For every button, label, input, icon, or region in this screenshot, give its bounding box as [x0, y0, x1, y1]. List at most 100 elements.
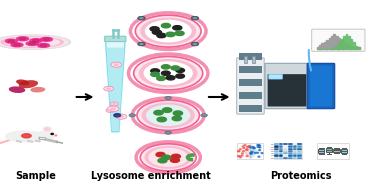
Circle shape — [139, 43, 143, 45]
Text: Sample: Sample — [15, 171, 56, 181]
Circle shape — [119, 115, 124, 118]
Bar — [297, 148, 302, 150]
Circle shape — [248, 146, 250, 147]
Circle shape — [166, 76, 175, 80]
Circle shape — [173, 111, 183, 115]
Bar — [284, 152, 288, 154]
Circle shape — [144, 61, 193, 85]
Circle shape — [107, 106, 119, 112]
Circle shape — [138, 16, 145, 20]
Bar — [348, 36, 350, 49]
Bar — [333, 149, 339, 152]
Circle shape — [161, 71, 170, 75]
Circle shape — [157, 33, 166, 38]
Circle shape — [171, 66, 180, 70]
Circle shape — [157, 117, 166, 122]
Bar — [284, 145, 288, 148]
Circle shape — [158, 158, 167, 163]
Circle shape — [161, 23, 170, 28]
FancyBboxPatch shape — [269, 74, 282, 79]
Bar — [341, 149, 347, 153]
Circle shape — [139, 17, 143, 19]
Bar — [343, 36, 345, 49]
Bar — [333, 47, 335, 49]
Ellipse shape — [19, 38, 26, 40]
Bar — [274, 145, 279, 148]
Circle shape — [165, 131, 172, 134]
Ellipse shape — [0, 35, 70, 49]
Circle shape — [51, 133, 53, 135]
FancyBboxPatch shape — [310, 66, 332, 107]
Ellipse shape — [6, 131, 43, 142]
Bar — [293, 156, 297, 159]
Bar — [279, 154, 284, 156]
Circle shape — [242, 146, 244, 147]
Bar — [316, 143, 349, 159]
Circle shape — [259, 145, 260, 146]
Bar — [341, 40, 342, 49]
Ellipse shape — [9, 86, 25, 93]
Circle shape — [257, 146, 259, 147]
Circle shape — [249, 146, 251, 147]
Bar — [345, 43, 347, 49]
Bar — [293, 152, 297, 154]
Bar — [288, 152, 293, 154]
Ellipse shape — [40, 37, 53, 41]
Ellipse shape — [0, 36, 68, 48]
Ellipse shape — [8, 40, 15, 42]
Circle shape — [110, 102, 118, 106]
Circle shape — [253, 147, 255, 148]
Circle shape — [241, 155, 243, 156]
Circle shape — [239, 149, 241, 150]
Circle shape — [157, 76, 166, 81]
Bar — [297, 145, 302, 148]
Bar — [358, 47, 359, 49]
Bar — [331, 36, 333, 49]
Circle shape — [150, 27, 159, 31]
Polygon shape — [105, 40, 125, 132]
Bar — [288, 143, 293, 145]
Circle shape — [104, 86, 113, 91]
Ellipse shape — [43, 38, 50, 40]
Circle shape — [55, 135, 57, 136]
Ellipse shape — [29, 42, 36, 45]
Bar — [338, 42, 340, 49]
Circle shape — [152, 30, 161, 34]
Ellipse shape — [5, 39, 17, 43]
Circle shape — [201, 114, 208, 117]
Circle shape — [110, 107, 116, 110]
Circle shape — [111, 62, 122, 67]
Bar — [239, 79, 262, 86]
Bar — [293, 148, 297, 150]
Circle shape — [116, 114, 127, 119]
Circle shape — [242, 151, 244, 152]
Circle shape — [112, 103, 116, 105]
Circle shape — [243, 147, 245, 148]
Bar — [288, 148, 293, 150]
FancyBboxPatch shape — [105, 36, 126, 42]
Bar — [348, 45, 350, 49]
Bar — [274, 143, 279, 145]
Bar — [279, 143, 284, 145]
Bar — [297, 143, 302, 145]
Circle shape — [258, 156, 260, 157]
Bar — [338, 38, 340, 49]
Circle shape — [170, 158, 180, 162]
Bar — [324, 42, 326, 49]
Bar — [297, 150, 302, 152]
Bar — [293, 150, 297, 152]
Bar — [288, 156, 293, 159]
Circle shape — [162, 155, 171, 160]
Circle shape — [151, 69, 160, 73]
Bar — [284, 154, 288, 156]
Ellipse shape — [14, 44, 20, 46]
Circle shape — [134, 57, 203, 90]
Bar — [353, 47, 355, 49]
Bar — [350, 47, 352, 49]
Circle shape — [250, 153, 252, 154]
Bar — [345, 34, 347, 49]
Circle shape — [142, 102, 195, 128]
Bar — [274, 156, 279, 159]
Circle shape — [161, 65, 170, 69]
Bar — [279, 152, 284, 154]
